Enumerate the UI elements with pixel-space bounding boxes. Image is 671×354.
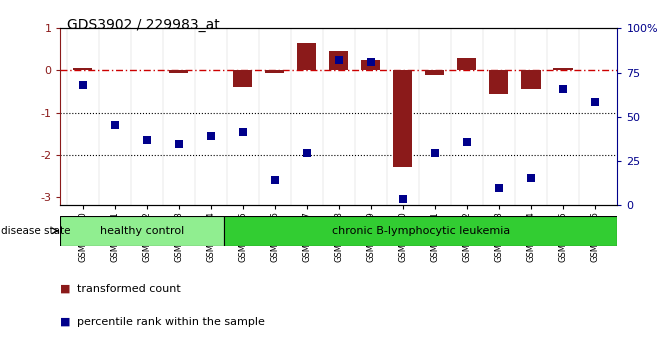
Text: percentile rank within the sample: percentile rank within the sample [77,317,265,327]
Point [142,137,152,143]
Text: GDS3902 / 229983_at: GDS3902 / 229983_at [67,18,220,32]
Point [462,139,472,145]
Point [429,150,440,155]
Bar [361,60,380,70]
Point [590,99,601,105]
Bar [554,68,572,70]
Point [173,141,184,147]
Bar [393,70,413,167]
Point [270,177,280,183]
Point [301,150,312,155]
Point [525,175,536,181]
Point [558,87,568,92]
Bar [489,70,509,94]
Point [333,57,344,63]
Point [109,122,120,128]
Bar [265,70,285,73]
Text: healthy control: healthy control [100,226,185,236]
Point [366,59,376,65]
Bar [329,51,348,70]
Text: disease state: disease state [1,226,71,236]
Bar [224,216,617,246]
Point [397,196,408,202]
Bar [297,43,317,70]
Point [238,129,248,135]
Bar [425,70,444,75]
Bar [234,70,252,87]
Point [494,185,505,191]
Text: ■: ■ [60,317,71,327]
Text: ■: ■ [60,284,71,293]
Text: transformed count: transformed count [77,284,181,293]
Bar [60,216,224,246]
Point [77,82,88,88]
Bar [73,68,93,70]
Bar [521,70,541,90]
Bar [457,58,476,70]
Bar [169,70,189,73]
Point [205,133,216,139]
Text: chronic B-lymphocytic leukemia: chronic B-lymphocytic leukemia [331,226,510,236]
